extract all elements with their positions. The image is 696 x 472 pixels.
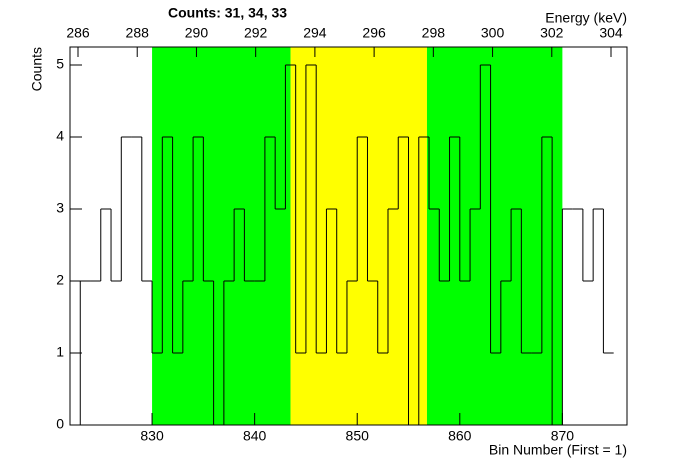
region xyxy=(152,47,291,425)
x2-tick-label: 304 xyxy=(599,25,623,41)
x2-tick-label: 292 xyxy=(244,25,268,41)
y-tick-label: 0 xyxy=(56,416,64,432)
x2-tick-label: 286 xyxy=(66,25,90,41)
chart-title: Counts: 31, 34, 33 xyxy=(168,5,287,21)
y-tick-label: 1 xyxy=(56,344,64,360)
x-tick-label: 860 xyxy=(448,428,472,444)
x2-tick-label: 300 xyxy=(481,25,505,41)
region xyxy=(290,47,427,425)
x2-tick-label: 296 xyxy=(362,25,386,41)
x-tick-label: 850 xyxy=(346,428,370,444)
y-tick-label: 2 xyxy=(56,272,64,288)
x-tick-label: 870 xyxy=(551,428,575,444)
x-tick-label: 840 xyxy=(243,428,267,444)
x-tick-label: 830 xyxy=(140,428,164,444)
y-tick-label: 4 xyxy=(56,128,64,144)
x2-tick-label: 294 xyxy=(303,25,327,41)
y-tick-label: 5 xyxy=(56,56,64,72)
x2-tick-label: 302 xyxy=(540,25,564,41)
x2-axis-title: Energy (keV) xyxy=(545,10,627,26)
x2-tick-label: 288 xyxy=(126,25,150,41)
x-axis-title: Bin Number (First = 1) xyxy=(489,442,627,458)
y-tick-label: 3 xyxy=(56,200,64,216)
frame xyxy=(69,46,628,426)
x2-tick-label: 290 xyxy=(185,25,209,41)
y-axis-title: Counts xyxy=(29,47,45,91)
x2-tick-label: 298 xyxy=(422,25,446,41)
